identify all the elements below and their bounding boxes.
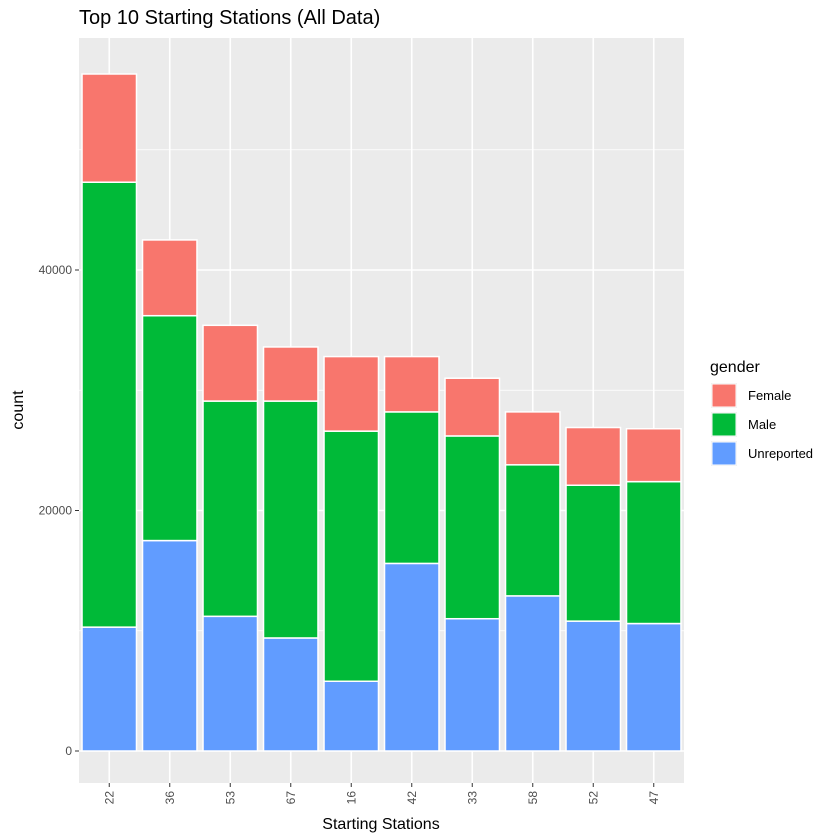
- bar-segment-female: [565, 426, 622, 486]
- bar-segment-male: [504, 464, 561, 597]
- bar-segment-male: [323, 430, 380, 683]
- bar-segment-male: [444, 435, 501, 620]
- bar-segment-unreported: [81, 626, 138, 752]
- bar-segment-female: [504, 411, 561, 466]
- bar-segment-female: [444, 377, 501, 437]
- x-tick-label: 33: [465, 791, 479, 805]
- bar-segment-unreported: [625, 622, 682, 752]
- bar-segment-female: [383, 355, 440, 413]
- x-tick-label: 36: [163, 791, 177, 805]
- legend-label-female: Female: [748, 388, 791, 403]
- x-axis-title: Starting Stations: [322, 816, 439, 833]
- bar-segment-female: [323, 355, 380, 432]
- x-tick-label: 67: [284, 791, 298, 805]
- bar-segment-unreported: [565, 620, 622, 752]
- bar-segment-male: [565, 484, 622, 622]
- bar-segment-unreported: [504, 595, 561, 752]
- bar-segment-unreported: [323, 680, 380, 752]
- x-tick-label: 22: [102, 791, 116, 805]
- legend: gender Female Male Unreported: [710, 359, 813, 466]
- x-tick-label: 58: [526, 791, 540, 805]
- legend-title: gender: [710, 359, 760, 376]
- bar-segment-male: [141, 314, 198, 542]
- bar-segment-male: [383, 411, 440, 565]
- bar-segment-female: [625, 427, 682, 483]
- y-tick-label: 0: [65, 744, 72, 758]
- y-axis-title: count: [10, 390, 27, 430]
- legend-swatch-unreported: [711, 441, 737, 466]
- y-axis: 0 20000 40000: [39, 263, 79, 758]
- bar-segment-unreported: [262, 637, 319, 752]
- bar-segment-unreported: [141, 539, 198, 752]
- legend-swatch-female: [711, 383, 737, 408]
- legend-label-male: Male: [748, 417, 776, 432]
- y-tick-label: 40000: [39, 263, 73, 277]
- bar-segment-female: [262, 346, 319, 402]
- chart-title: Top 10 Starting Stations (All Data): [79, 7, 380, 29]
- x-axis: 22 36 53 67 16 42 33 58 52 47: [102, 783, 661, 804]
- bar-segment-female: [202, 324, 259, 402]
- x-tick-label: 47: [647, 791, 661, 805]
- x-tick-label: 16: [344, 791, 358, 805]
- bar-segment-unreported: [202, 615, 259, 752]
- bar-segment-unreported: [444, 617, 501, 752]
- bar-segment-female: [141, 239, 198, 317]
- x-tick-label: 42: [405, 791, 419, 805]
- x-tick-label: 53: [223, 791, 237, 805]
- legend-label-unreported: Unreported: [748, 446, 813, 461]
- bar-segment-male: [625, 480, 682, 625]
- bar-segment-male: [262, 400, 319, 639]
- legend-swatch-male: [711, 412, 737, 437]
- y-tick-label: 20000: [39, 504, 73, 518]
- bar-segment-male: [81, 181, 138, 628]
- x-tick-label: 52: [586, 791, 600, 805]
- bar-segment-female: [81, 73, 138, 183]
- bar-segment-male: [202, 400, 259, 618]
- bar-segment-unreported: [383, 562, 440, 752]
- bars: [81, 73, 682, 752]
